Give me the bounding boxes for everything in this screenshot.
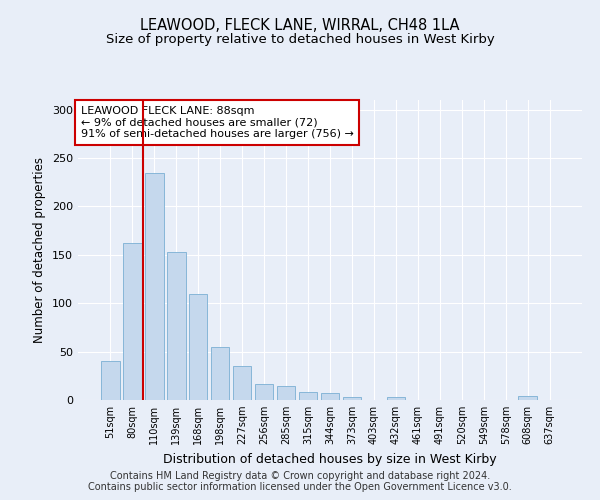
Bar <box>255 384 274 400</box>
Bar <box>123 243 142 400</box>
Bar <box>320 393 340 400</box>
Bar <box>233 366 251 400</box>
Bar <box>101 362 119 400</box>
Bar <box>386 397 405 400</box>
Bar <box>189 294 208 400</box>
Bar <box>145 172 164 400</box>
Bar <box>211 347 229 400</box>
X-axis label: Distribution of detached houses by size in West Kirby: Distribution of detached houses by size … <box>163 452 497 466</box>
Bar <box>343 397 361 400</box>
Text: Size of property relative to detached houses in West Kirby: Size of property relative to detached ho… <box>106 32 494 46</box>
Text: LEAWOOD FLECK LANE: 88sqm
← 9% of detached houses are smaller (72)
91% of semi-d: LEAWOOD FLECK LANE: 88sqm ← 9% of detach… <box>80 106 353 139</box>
Bar <box>299 392 317 400</box>
Text: Contains HM Land Registry data © Crown copyright and database right 2024.
Contai: Contains HM Land Registry data © Crown c… <box>88 471 512 492</box>
Y-axis label: Number of detached properties: Number of detached properties <box>34 157 46 343</box>
Bar <box>277 386 295 400</box>
Bar <box>167 252 185 400</box>
Text: LEAWOOD, FLECK LANE, WIRRAL, CH48 1LA: LEAWOOD, FLECK LANE, WIRRAL, CH48 1LA <box>140 18 460 32</box>
Bar <box>518 396 537 400</box>
